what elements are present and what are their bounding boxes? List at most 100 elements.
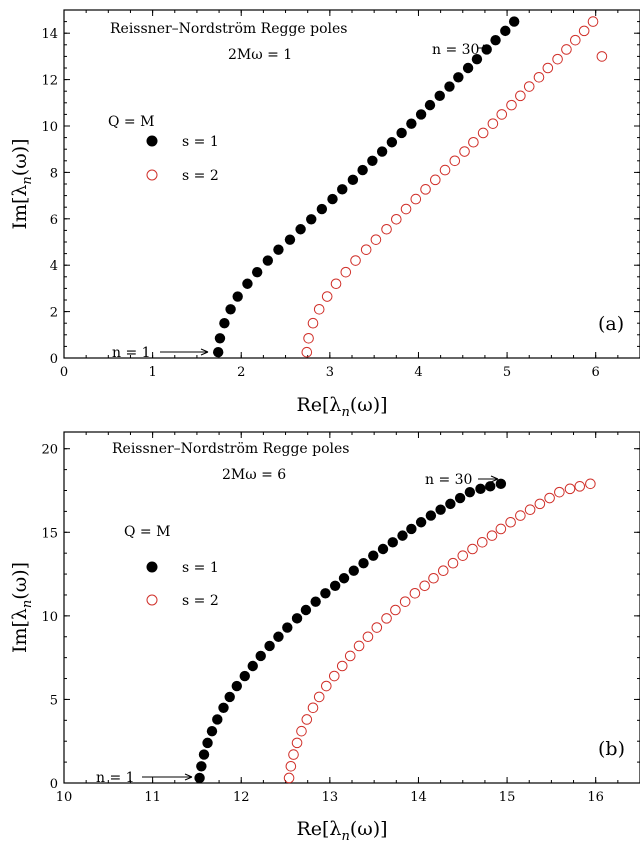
data-point-s2 xyxy=(283,772,295,784)
data-point-s1 xyxy=(454,492,466,504)
data-point-s2 xyxy=(544,492,555,504)
legend-marker-open xyxy=(146,594,158,606)
data-point-s1 xyxy=(264,640,275,652)
data-point-s1 xyxy=(320,588,331,599)
data-point-s2 xyxy=(301,714,313,725)
data-point-s1 xyxy=(481,44,492,55)
data-point-s1 xyxy=(251,266,263,278)
x-tick-label: 1 xyxy=(148,365,156,380)
data-point-s1 xyxy=(500,25,511,37)
data-point-s1 xyxy=(284,234,296,245)
data-point-s2 xyxy=(596,51,608,62)
chart-title: Reissner–Nordström Regge poles xyxy=(112,441,349,457)
legend-label: s = 2 xyxy=(182,593,219,609)
x-tick-label: 12 xyxy=(233,790,250,805)
plot-frame xyxy=(63,431,640,784)
data-point-s1 xyxy=(291,613,303,624)
y-axis-label: Im[λn(ω)] xyxy=(9,562,35,653)
data-point-s1 xyxy=(327,193,338,205)
data-point-s2 xyxy=(336,660,348,672)
data-point-s1 xyxy=(306,214,317,225)
x-tick-label: 15 xyxy=(499,790,516,805)
data-point-s2 xyxy=(476,537,488,548)
data-point-s1 xyxy=(231,680,242,692)
data-point-s2 xyxy=(467,543,478,555)
annotation-arrow-n1 xyxy=(142,773,193,781)
data-point-s1 xyxy=(424,99,436,111)
data-point-s1 xyxy=(406,523,417,535)
data-point-s1 xyxy=(377,543,389,555)
data-point-s1 xyxy=(415,109,427,120)
data-point-s2 xyxy=(391,213,402,225)
data-point-s1 xyxy=(471,53,483,65)
data-point-s1 xyxy=(316,203,328,215)
data-point-s2 xyxy=(515,90,526,102)
data-point-s2 xyxy=(330,278,342,290)
data-point-s2 xyxy=(360,244,372,255)
data-point-s1 xyxy=(397,530,408,541)
y-tick-label: 10 xyxy=(41,610,58,625)
data-point-s2 xyxy=(564,483,576,495)
data-point-s1 xyxy=(453,72,464,83)
data-point-s2 xyxy=(353,640,365,652)
data-point-s1 xyxy=(329,580,341,591)
data-point-s1 xyxy=(508,16,520,27)
y-axis-label: Im[λn(ω)] xyxy=(9,138,35,229)
data-point-s2 xyxy=(428,572,439,584)
annotation-n1: n = 1 xyxy=(96,770,135,786)
data-point-s1 xyxy=(239,670,250,682)
data-point-s2 xyxy=(307,702,319,714)
x-tick-label: 6 xyxy=(592,365,600,380)
legend-marker-filled xyxy=(146,561,158,573)
data-point-s1 xyxy=(434,90,445,102)
y-tick-label: 0 xyxy=(50,777,58,792)
data-point-s1 xyxy=(214,333,226,344)
x-tick-label: 2 xyxy=(237,365,245,380)
data-point-s1 xyxy=(444,81,455,92)
data-point-s2 xyxy=(574,481,586,492)
data-point-s2 xyxy=(449,155,461,167)
data-point-s2 xyxy=(307,317,319,329)
data-point-s1 xyxy=(212,347,224,358)
data-point-s2 xyxy=(399,596,411,607)
y-tick-label: 10 xyxy=(41,120,58,135)
data-point-s2 xyxy=(301,346,313,358)
x-tick-label: 11 xyxy=(144,790,161,805)
data-point-s1 xyxy=(358,558,369,569)
data-point-s1 xyxy=(212,714,223,725)
panel-label: (a) xyxy=(598,313,624,335)
data-point-s1 xyxy=(435,504,446,515)
data-point-s2 xyxy=(340,266,352,278)
data-point-s1 xyxy=(475,483,486,495)
data-point-s2 xyxy=(506,99,517,111)
data-point-s2 xyxy=(523,81,535,92)
panel-b: 10 11 12 13 14 15 16 0 5 10 15 20 Re[λn(ω)] Im[λn(ω)]… xyxy=(9,431,640,844)
data-point-s2 xyxy=(381,223,392,235)
legend-label: s = 1 xyxy=(182,560,219,576)
data-point-s1 xyxy=(490,34,501,46)
chart-subtitle: 2Mω = 1 xyxy=(228,47,292,63)
x-tick-label: 0 xyxy=(60,365,68,380)
data-point-s2 xyxy=(420,184,431,195)
data-point-s1 xyxy=(387,537,398,548)
data-point-s2 xyxy=(400,203,412,215)
y-tick-label: 15 xyxy=(41,526,58,541)
data-point-s2 xyxy=(542,62,554,74)
legend-label: s = 1 xyxy=(182,134,219,150)
data-point-s2 xyxy=(429,174,441,186)
data-point-s1 xyxy=(206,725,218,737)
data-point-s2 xyxy=(296,725,307,737)
data-point-s1 xyxy=(357,164,368,176)
data-point-s1 xyxy=(300,604,312,616)
data-point-s2 xyxy=(486,530,498,541)
data-point-s2 xyxy=(285,760,297,772)
y-tick-label: 0 xyxy=(50,352,58,367)
data-point-s2 xyxy=(390,604,401,616)
data-point-s2 xyxy=(495,523,507,535)
chart-subtitle: 2Mω = 6 xyxy=(222,467,286,483)
data-point-s1 xyxy=(202,737,213,749)
data-point-s2 xyxy=(447,557,459,569)
data-point-s1 xyxy=(367,155,378,166)
legend-marker-filled xyxy=(146,135,158,147)
